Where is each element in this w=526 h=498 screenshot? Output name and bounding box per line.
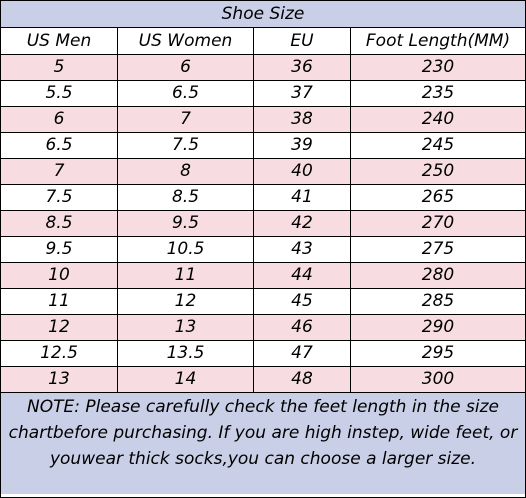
cell-us-men: 7.5 — [1, 185, 118, 210]
cell-us-women: 10.5 — [118, 237, 254, 262]
column-header-row: US Men US Women EU Foot Length(MM) — [1, 28, 525, 55]
cell-us-men: 8.5 — [1, 211, 118, 236]
cell-us-men: 6.5 — [1, 133, 118, 158]
cell-foot-length: 240 — [421, 109, 455, 129]
note-line: NOTE: Please carefully check the feet le… — [26, 397, 499, 417]
cell-eu: 45 — [254, 289, 351, 314]
column-header-eu: EU — [254, 28, 351, 54]
cell-eu: 37 — [254, 81, 351, 106]
column-header-us-women: US Women — [118, 28, 254, 54]
cell-foot-length: 250 — [421, 161, 455, 181]
cell-us-men: 10 — [1, 263, 118, 288]
note-line: youwear thick socks,you can choose a lar… — [49, 449, 477, 469]
cell-us-women: 6 — [118, 55, 254, 80]
cell-foot-length: 280 — [421, 265, 455, 285]
cell-us-men: 5 — [1, 55, 118, 80]
table-row: 5.5 6.5 37 235 — [1, 81, 525, 107]
column-header-us-men: US Men — [1, 28, 118, 54]
cell-eu: 39 — [254, 133, 351, 158]
cell-eu: 43 — [254, 237, 351, 262]
table-row: 11 12 45 285 — [1, 289, 525, 315]
cell-us-women: 14 — [118, 367, 254, 392]
cell-us-women: 11 — [118, 263, 254, 288]
cell-us-men: 12 — [1, 315, 118, 340]
table-row: 7 8 40 250 — [1, 159, 525, 185]
cell-foot-length: 230 — [421, 57, 455, 77]
cell-foot-length: 295 — [421, 343, 455, 363]
cell-us-women: 12 — [118, 289, 254, 314]
cell-foot-length: 275 — [421, 239, 455, 259]
size-table-body: 5 6 36 230 5.5 6.5 37 235 6 7 38 240 6.5 7.5 39 245 7 8 40… — [1, 55, 525, 393]
note-line: chartbefore purchasing. If you are high … — [8, 423, 518, 443]
cell-eu: 46 — [254, 315, 351, 340]
cell-foot-length: 290 — [421, 317, 455, 337]
cell-us-men: 11 — [1, 289, 118, 314]
cell-us-women: 6.5 — [118, 81, 254, 106]
table-row: 7.5 8.5 41 265 — [1, 185, 525, 211]
cell-us-women: 7 — [118, 107, 254, 132]
cell-us-women: 13 — [118, 315, 254, 340]
cell-us-women: 8 — [118, 159, 254, 184]
chart-title: Shoe Size — [1, 1, 525, 28]
cell-eu: 44 — [254, 263, 351, 288]
table-row: 12 13 46 290 — [1, 315, 525, 341]
column-header-foot-length: Foot Length(MM) — [365, 31, 511, 51]
cell-us-men: 6 — [1, 107, 118, 132]
cell-foot-length: 285 — [421, 291, 455, 311]
cell-foot-length: 245 — [421, 135, 455, 155]
cell-eu: 36 — [254, 55, 351, 80]
cell-us-men: 5.5 — [1, 81, 118, 106]
table-row: 5 6 36 230 — [1, 55, 525, 81]
cell-eu: 48 — [254, 367, 351, 392]
table-row: 13 14 48 300 — [1, 367, 525, 393]
cell-foot-length: 235 — [421, 83, 455, 103]
cell-us-women: 13.5 — [118, 341, 254, 366]
cell-us-men: 13 — [1, 367, 118, 392]
cell-foot-length: 300 — [421, 369, 455, 389]
cell-eu: 47 — [254, 341, 351, 366]
table-row: 8.5 9.5 42 270 — [1, 211, 525, 237]
cell-us-women: 9.5 — [118, 211, 254, 236]
cell-eu: 40 — [254, 159, 351, 184]
table-row: 9.5 10.5 43 275 — [1, 237, 525, 263]
cell-us-women: 8.5 — [118, 185, 254, 210]
cell-us-women: 7.5 — [118, 133, 254, 158]
table-row: 6.5 7.5 39 245 — [1, 133, 525, 159]
cell-eu: 41 — [254, 185, 351, 210]
table-row: 10 11 44 280 — [1, 263, 525, 289]
cell-eu: 42 — [254, 211, 351, 236]
note-box: NOTE: Please carefully check the feet le… — [1, 393, 525, 494]
table-row: 12.5 13.5 47 295 — [1, 341, 525, 367]
table-row: 6 7 38 240 — [1, 107, 525, 133]
cell-foot-length: 265 — [421, 187, 455, 207]
cell-foot-length: 270 — [421, 213, 455, 233]
cell-eu: 38 — [254, 107, 351, 132]
cell-us-men: 12.5 — [1, 341, 118, 366]
cell-us-men: 7 — [1, 159, 118, 184]
cell-us-men: 9.5 — [1, 237, 118, 262]
